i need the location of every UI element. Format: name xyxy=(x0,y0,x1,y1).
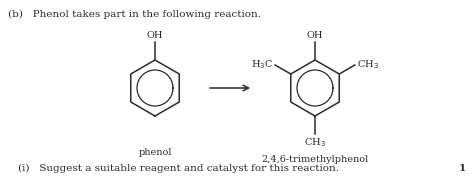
Text: OH: OH xyxy=(147,31,163,40)
Text: CH$_3$: CH$_3$ xyxy=(357,59,379,71)
Text: H$_3$C: H$_3$C xyxy=(251,59,273,71)
Text: 2,4,6-trimethylphenol: 2,4,6-trimethylphenol xyxy=(261,155,369,164)
Text: (i)   Suggest a suitable reagent and catalyst for this reaction.: (i) Suggest a suitable reagent and catal… xyxy=(18,164,339,173)
Text: 1: 1 xyxy=(459,164,466,173)
Text: phenol: phenol xyxy=(138,148,172,157)
Text: OH: OH xyxy=(307,31,323,40)
Text: CH$_3$: CH$_3$ xyxy=(304,136,326,149)
Text: (b)   Phenol takes part in the following reaction.: (b) Phenol takes part in the following r… xyxy=(8,10,261,19)
